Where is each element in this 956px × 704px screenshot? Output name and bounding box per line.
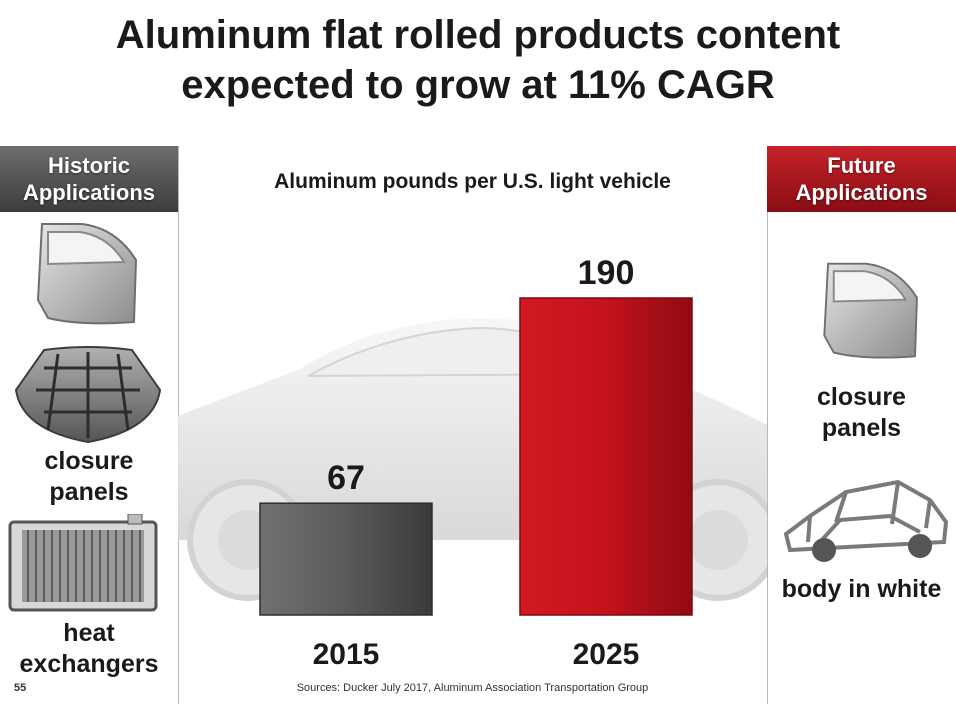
historic-closure-label-line2: panels <box>49 478 129 506</box>
value-label-2015: 67 <box>327 459 365 497</box>
right-divider <box>767 146 768 704</box>
category-label-2015: 2015 <box>313 638 380 671</box>
future-closure-panels-label: closure panels <box>767 382 956 444</box>
page-title: Aluminum flat rolled products content ex… <box>0 10 956 110</box>
future-car-door-icon <box>823 262 918 359</box>
future-closure-label-line2: panels <box>821 414 902 442</box>
historic-heat-exchangers-label: heat exchangers <box>0 618 178 680</box>
historic-header-line2: Applications <box>22 180 155 205</box>
future-header: Future Applications <box>767 146 956 212</box>
historic-header-line1: Historic <box>48 153 130 178</box>
car-door-icon <box>36 223 138 325</box>
body-in-white-icon <box>783 479 949 562</box>
page-title-line2: expected to grow at 11% CAGR <box>181 63 775 107</box>
chart-title: Aluminum pounds per U.S. light vehicle <box>274 170 671 193</box>
historic-heat-label-line1: heat <box>63 619 115 647</box>
future-header-line1: Future <box>827 153 896 178</box>
future-body-in-white-label: body in white <box>781 575 942 603</box>
historic-closure-label-line1: closure <box>44 447 134 475</box>
future-closure-label-line1: closure <box>817 383 906 411</box>
bar-2015 <box>259 502 433 616</box>
historic-header: Historic Applications <box>0 146 178 212</box>
bar-2025 <box>519 297 693 616</box>
source-note: Sources: Ducker July 2017, Aluminum Asso… <box>296 682 649 694</box>
car-hood-icon <box>14 346 162 444</box>
historic-heat-label-line2: exchangers <box>19 650 159 678</box>
page-title-line1: Aluminum flat rolled products content <box>115 13 841 57</box>
radiator-icon <box>8 514 158 612</box>
value-label-2025: 190 <box>578 254 635 292</box>
future-header-line2: Applications <box>795 180 928 205</box>
page-number: 55 <box>14 682 27 694</box>
historic-closure-panels-label: closure panels <box>0 446 178 508</box>
category-label-2025: 2025 <box>573 638 640 671</box>
aluminum-bar-chart: 67 2015 190 2025 <box>178 254 767 671</box>
